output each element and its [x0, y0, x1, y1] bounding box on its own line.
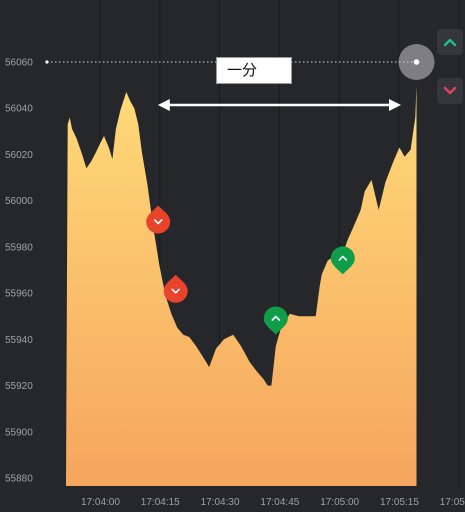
time-span-arrow — [157, 99, 401, 111]
x-tick-label: 17:05:15 — [380, 497, 419, 508]
chevron-up-icon — [443, 38, 457, 47]
current-price-point — [413, 59, 420, 65]
chevron-up-icon — [338, 255, 348, 261]
price-area — [66, 62, 417, 486]
buy-trade-marker[interactable] — [263, 306, 288, 335]
chevron-down-icon — [153, 219, 163, 225]
y-tick-label: 55980 — [5, 242, 33, 253]
chevron-down-icon — [443, 86, 457, 95]
x-tick-label: 17:04:30 — [201, 497, 240, 508]
y-tick-label: 55960 — [5, 289, 33, 300]
x-tick-label: 17:05:00 — [320, 497, 359, 508]
trade-up-button[interactable] — [437, 29, 463, 55]
y-tick-label: 55940 — [5, 335, 33, 346]
y-tick-label: 56020 — [5, 150, 33, 161]
x-tick-label: 17:04:15 — [141, 497, 180, 508]
x-tick-label: 17:05:30 — [440, 497, 465, 508]
chevron-down-icon — [171, 288, 180, 294]
y-tick-label: 55920 — [5, 381, 33, 392]
x-tick-label: 17:04:45 — [260, 497, 299, 508]
buy-trade-marker[interactable] — [330, 246, 355, 275]
sell-trade-marker[interactable] — [163, 274, 188, 303]
y-tick-label: 56060 — [5, 58, 33, 69]
sell-trade-marker[interactable] — [146, 205, 171, 234]
trade-down-button[interactable] — [437, 78, 463, 104]
x-tick-label: 17:04:00 — [81, 497, 120, 508]
y-tick-label: 56040 — [5, 104, 33, 115]
annotation-label: 一分 — [216, 57, 292, 84]
y-tick-label: 55900 — [5, 427, 33, 438]
y-tick-label: 55880 — [5, 474, 33, 485]
chevron-up-icon — [271, 315, 281, 321]
y-tick-label: 56000 — [5, 196, 33, 207]
current-price-line-start — [45, 60, 49, 64]
